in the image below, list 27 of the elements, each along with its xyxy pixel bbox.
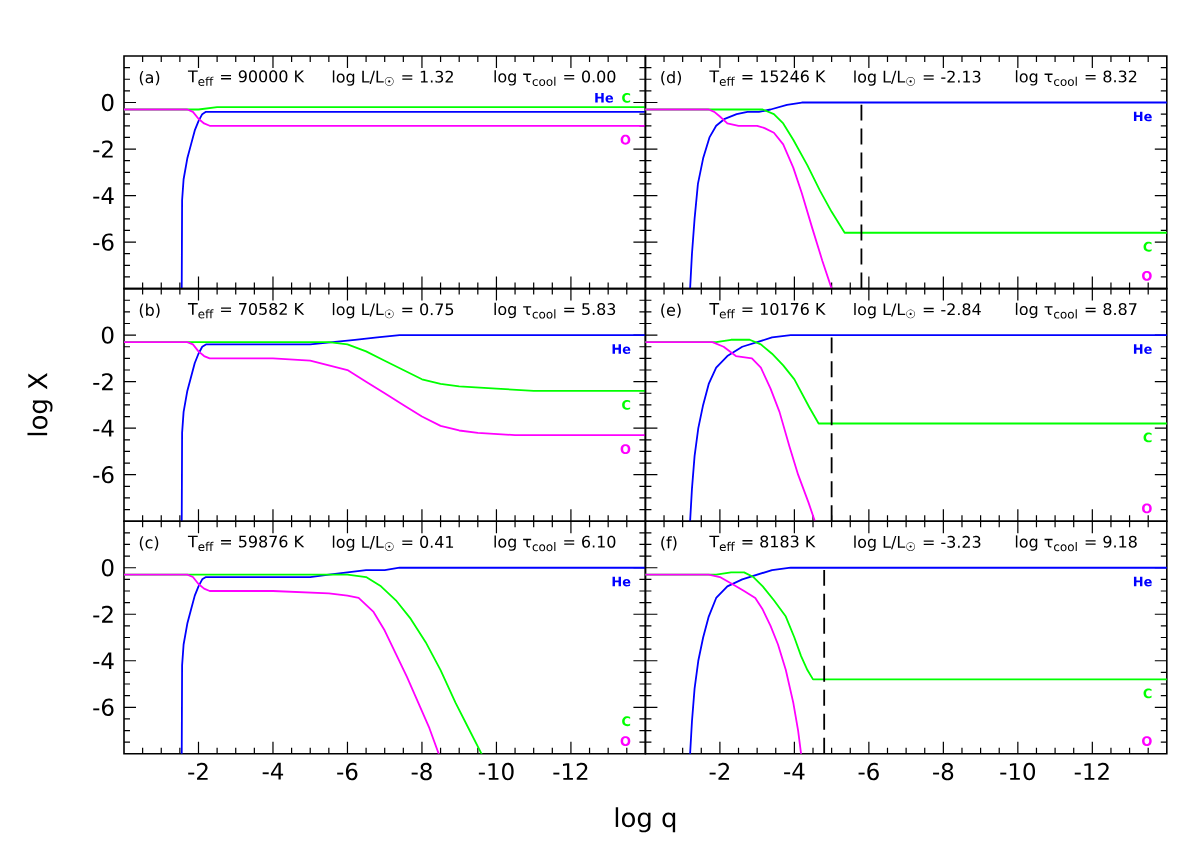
x-tick-label: -10 bbox=[478, 762, 514, 781]
y-tick-label: -4 bbox=[93, 652, 114, 670]
x-tick-label: -6 bbox=[337, 762, 358, 781]
y-tick-label: -2 bbox=[93, 605, 113, 623]
y-tick-label: 0 bbox=[101, 93, 114, 112]
y-tick-label: -2 bbox=[93, 140, 113, 158]
x-tick-label: -6 bbox=[858, 762, 879, 781]
y-tick-label: -2 bbox=[93, 373, 113, 391]
y-tick-label: -6 bbox=[93, 466, 114, 484]
x-tick-label: -12 bbox=[553, 762, 588, 780]
y-tick-label: 0 bbox=[101, 326, 114, 344]
line-series bbox=[124, 341, 646, 437]
y-tick-label: 0 bbox=[101, 559, 114, 577]
x-tick-label: -4 bbox=[262, 762, 284, 780]
x-tick-label: -2 bbox=[709, 762, 730, 780]
x-tick-label: -8 bbox=[411, 762, 432, 781]
x-tick-label: -8 bbox=[933, 762, 954, 781]
y-tick-label: -6 bbox=[93, 698, 114, 716]
y-tick-label: -4 bbox=[93, 419, 114, 437]
x-tick-label: -4 bbox=[784, 762, 805, 780]
x-tick-label: -10 bbox=[1000, 762, 1036, 781]
y-tick-label: -6 bbox=[93, 233, 114, 251]
x-tick-label: -12 bbox=[1074, 762, 1109, 780]
y-axis-title: log X bbox=[27, 372, 53, 436]
x-tick-label: -2 bbox=[188, 762, 208, 780]
y-tick-label: -4 bbox=[93, 187, 114, 204]
x-axis-title: log q bbox=[615, 807, 676, 833]
